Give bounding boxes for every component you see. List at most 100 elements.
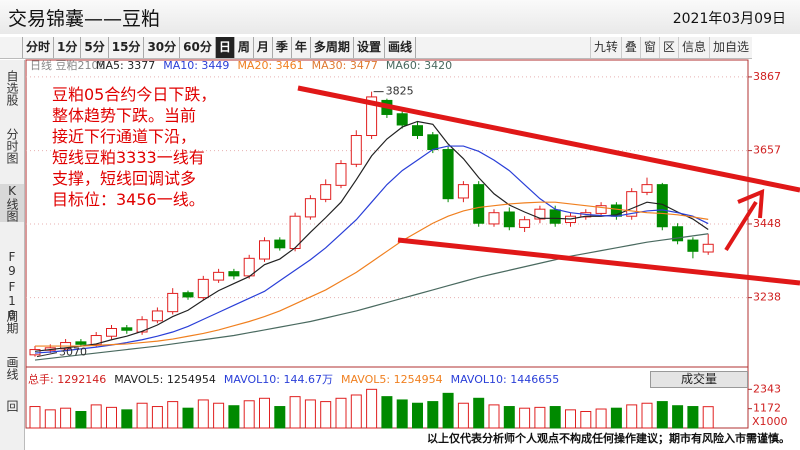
candle-body <box>457 184 469 199</box>
period-tab[interactable]: 周 <box>235 37 254 58</box>
volume-bar <box>595 408 607 429</box>
tool-button[interactable]: 叠 <box>620 37 640 58</box>
candle-body <box>259 240 270 260</box>
candle-body <box>75 341 87 345</box>
period-tab[interactable]: 30分 <box>144 37 181 58</box>
side-tab[interactable]: 周期 <box>5 310 19 334</box>
period-tab[interactable]: 年 <box>292 37 311 58</box>
candle-body <box>427 134 439 151</box>
trend-arrowhead <box>737 188 765 219</box>
candle-body <box>672 226 684 242</box>
y-tick-label: 3867 <box>753 70 781 83</box>
volume-bar <box>626 404 638 429</box>
volume-bar <box>90 404 102 429</box>
period-tab[interactable]: 日 <box>215 37 235 58</box>
candle-body <box>121 327 133 331</box>
volume-bar <box>243 400 255 429</box>
ma-line <box>34 120 709 352</box>
candle-body <box>396 113 408 126</box>
volume-bar <box>29 406 41 429</box>
candle-body <box>626 191 638 217</box>
period-tab[interactable]: 15分 <box>109 37 145 58</box>
legend-entry: MA30: 3477 <box>312 59 378 72</box>
volume-bar <box>457 402 469 429</box>
volume-bar <box>580 410 592 429</box>
channel-lower <box>397 237 800 286</box>
volume-bar <box>136 402 148 429</box>
volume-bar <box>60 407 72 429</box>
legend-entry: MA20: 3461 <box>237 59 303 72</box>
volume-readout: MAVOL10: 1446655 <box>451 373 560 386</box>
volume-readout: MAVOL10: 144.67万 <box>224 373 333 386</box>
side-tab[interactable]: 画线 <box>5 356 19 380</box>
period-tab[interactable]: 设置 <box>354 37 385 58</box>
tool-button[interactable]: 区 <box>658 37 678 58</box>
side-tab[interactable]: F9 <box>5 250 19 278</box>
period-tab[interactable]: 1分 <box>54 37 82 58</box>
volume-bar <box>167 401 179 429</box>
candle-body <box>182 292 194 298</box>
note-line: 接近下行通道下沿， <box>52 127 197 146</box>
toolbar-icon <box>0 37 23 58</box>
period-tab[interactable]: 画线 <box>385 37 416 58</box>
volume-bar <box>274 406 286 429</box>
period-tab[interactable]: 月 <box>254 37 273 58</box>
period-tab[interactable]: 多周期 <box>311 37 354 58</box>
volume-bar <box>503 406 515 429</box>
candle-body <box>90 335 102 346</box>
candle-body <box>412 125 423 137</box>
candle-body <box>549 209 561 224</box>
sidebar: 自选股分时图 K线图 F9 F10 周期画线回 <box>0 60 25 450</box>
annotation-text: 豆粕05合约今日下跌， 整体趋势下跌。当前 接近下行通道下沿， 短线豆粕3333一线有… <box>52 84 216 210</box>
date: 2021年03月09日 <box>672 11 786 27</box>
volume-bar <box>534 406 546 429</box>
tool-button[interactable]: 九转 <box>589 37 621 58</box>
volume-bar <box>75 410 87 429</box>
tool-button[interactable]: 窗 <box>639 37 659 58</box>
side-tab[interactable]: 回 <box>5 400 19 412</box>
y-tick-label: 3238 <box>753 291 781 304</box>
volume-bar <box>304 399 316 429</box>
candle-body <box>687 239 699 252</box>
candle-body <box>197 278 209 299</box>
side-tab[interactable]: 分时图 <box>5 128 19 164</box>
channel-upper <box>297 85 800 193</box>
volume-bar <box>335 397 347 429</box>
period-tab[interactable]: 5分 <box>81 37 109 58</box>
ma-line <box>35 201 709 347</box>
volume-bar <box>641 402 653 429</box>
side-tab[interactable]: F10 <box>5 280 19 322</box>
volume-bar <box>549 406 561 429</box>
candle-body <box>304 198 316 218</box>
period-tab[interactable]: 季 <box>273 37 292 58</box>
trend-arrow <box>724 200 758 252</box>
side-tab[interactable]: K线图 <box>0 184 24 222</box>
candle-body <box>320 184 332 200</box>
period-tab[interactable]: 分时 <box>23 37 55 58</box>
volume-bar <box>427 401 439 429</box>
volume-button[interactable]: 成交量 <box>650 371 748 388</box>
period-tab[interactable]: 60分 <box>180 37 216 58</box>
volume-readout: 总手: 1292146 <box>28 372 106 386</box>
y-tick-label: 3448 <box>753 217 781 230</box>
side-tab[interactable]: 自选股 <box>5 70 19 106</box>
candle-body <box>519 219 531 228</box>
volume-bar <box>121 409 133 429</box>
volume-bar <box>473 397 485 429</box>
tool-button[interactable]: 信息 <box>677 37 709 58</box>
volume-bar <box>610 407 622 429</box>
volume-bar <box>702 406 714 429</box>
tool-button[interactable]: 加自选 <box>708 37 752 58</box>
candle-body <box>656 184 668 228</box>
note-line: 目标位：3456一线。 <box>52 190 205 209</box>
footer: 以上仅代表分析师个人观点不构成任何操作建议；期市有风险入市需谨慎。 <box>427 432 790 445</box>
volume-tick-label: 2343 <box>753 382 781 395</box>
volume-bar <box>396 399 408 429</box>
ma-line <box>34 145 709 354</box>
candle-body <box>488 212 500 225</box>
candle-body <box>702 243 714 253</box>
volume-bar <box>213 402 225 429</box>
candle-body <box>641 184 653 193</box>
note-line: 短线豆粕3333一线有 <box>52 148 205 167</box>
